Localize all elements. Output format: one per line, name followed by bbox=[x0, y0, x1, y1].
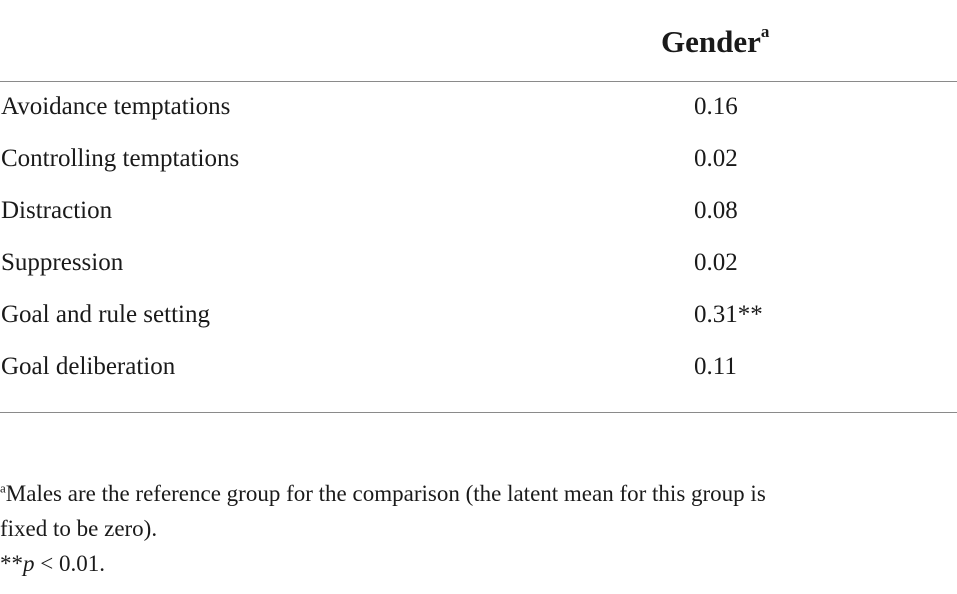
row-value: 0.16 bbox=[694, 93, 738, 120]
significance-stars: ** bbox=[0, 551, 23, 576]
table-row: Controlling temptations 0.02 bbox=[0, 134, 957, 186]
table-top-rule bbox=[0, 81, 957, 82]
column-header-gender: Gendera bbox=[661, 21, 770, 60]
footnote-a: aMales are the reference group for the c… bbox=[0, 476, 940, 546]
row-value: 0.02 bbox=[694, 145, 738, 172]
row-label: Goal and rule setting bbox=[1, 301, 210, 328]
footnote-a-line1: Males are the reference group for the co… bbox=[5, 481, 766, 506]
table-header-row: Gendera bbox=[0, 0, 957, 82]
table-row: Distraction 0.08 bbox=[0, 186, 957, 238]
p-symbol: p bbox=[23, 551, 35, 576]
footnote-a-marker: a bbox=[0, 480, 6, 496]
table-row: Goal and rule setting 0.31** bbox=[0, 290, 957, 342]
table-footnotes: aMales are the reference group for the c… bbox=[0, 476, 940, 581]
row-label: Goal deliberation bbox=[1, 353, 176, 380]
table-body: Avoidance temptations 0.16 Controlling t… bbox=[0, 82, 957, 394]
table-row: Avoidance temptations 0.16 bbox=[0, 82, 957, 134]
row-value: 0.31** bbox=[694, 301, 763, 328]
row-value: 0.02 bbox=[694, 249, 738, 276]
table-bottom-rule bbox=[0, 412, 957, 413]
row-value: 0.11 bbox=[694, 353, 737, 380]
row-label: Distraction bbox=[1, 197, 113, 224]
row-label: Avoidance temptations bbox=[1, 93, 231, 120]
row-label: Suppression bbox=[1, 249, 124, 276]
table-row: Suppression 0.02 bbox=[0, 238, 957, 290]
column-header-label: Gender bbox=[661, 24, 761, 59]
row-label: Controlling temptations bbox=[1, 145, 240, 172]
footnote-significance: **p < 0.01. bbox=[0, 546, 940, 581]
row-value: 0.08 bbox=[694, 197, 738, 224]
table-row: Goal deliberation 0.11 bbox=[0, 342, 957, 394]
footnote-a-line2: fixed to be zero). bbox=[0, 516, 158, 541]
column-header-footnote-marker: a bbox=[760, 21, 770, 41]
significance-threshold: < 0.01. bbox=[34, 551, 105, 576]
